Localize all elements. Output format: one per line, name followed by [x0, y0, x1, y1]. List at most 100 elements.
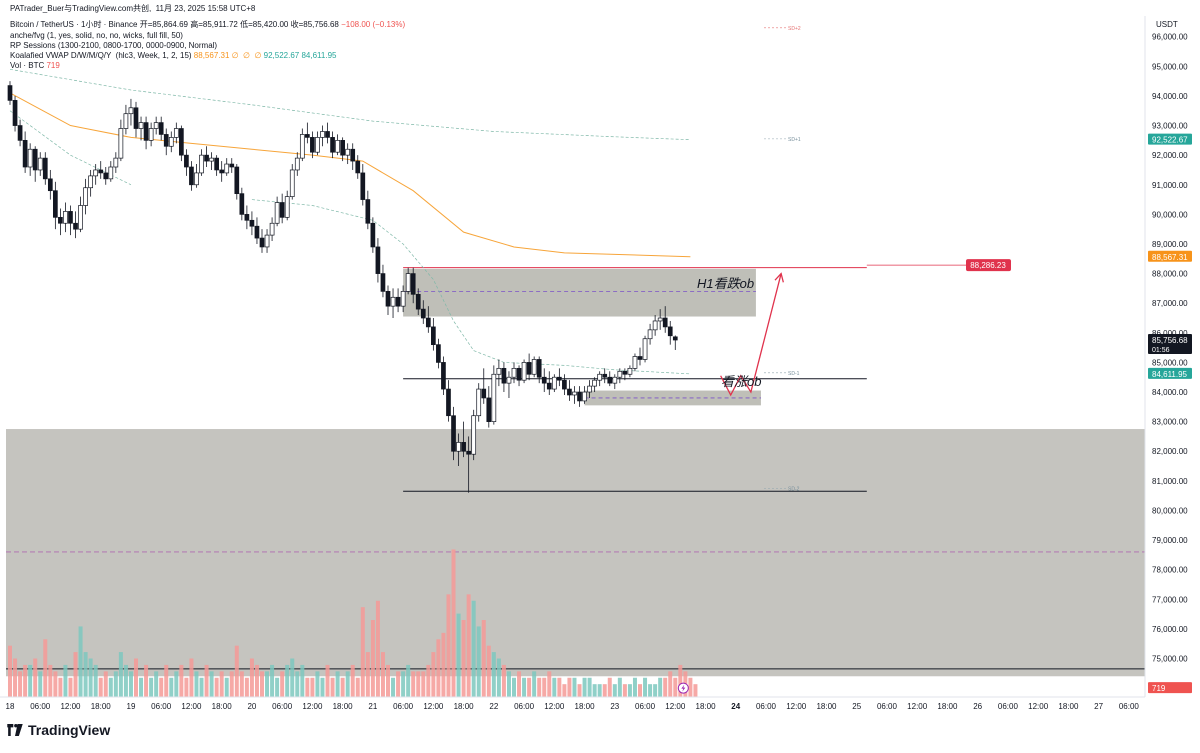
y-tick-label: 94,000.00 [1152, 92, 1188, 101]
candle-body [68, 211, 73, 224]
y-tick-label: 95,000.00 [1152, 62, 1188, 71]
y-tick-label: 89,000.00 [1152, 240, 1188, 249]
candle-body [93, 169, 99, 177]
volume-bar [179, 664, 184, 697]
x-tick-label: 24 [731, 702, 740, 711]
price-tag-box-0 [1148, 133, 1192, 145]
forecast-arrow-head [774, 272, 784, 283]
volume-bar [416, 671, 421, 697]
volume-bar [688, 677, 693, 697]
symbol-legend[interactable]: Bitcoin / TetherUS · 1小时 · Binance 开=85,… [10, 20, 405, 30]
x-tick-label: 18:00 [212, 702, 233, 711]
volume-bar [638, 684, 642, 697]
x-tick-label: 06:00 [877, 702, 898, 711]
volume-bar [582, 677, 587, 697]
volume-bar [496, 658, 501, 697]
volume-bar [13, 658, 18, 697]
candle-body [108, 166, 114, 180]
candle-body [431, 326, 436, 346]
indicator-fvg[interactable]: anche/fvg (1, yes, solid, no, no, wicks,… [10, 31, 183, 41]
candle-body [491, 373, 497, 422]
candle-body [148, 128, 154, 141]
candle-body [264, 234, 270, 248]
candle-body [27, 148, 33, 168]
candle-body [627, 367, 633, 375]
volume-bar [491, 652, 496, 697]
y-tick-label: 93,000.00 [1152, 122, 1188, 131]
x-tick-label: 06:00 [1119, 702, 1140, 711]
x-tick-label: 12:00 [1028, 702, 1049, 711]
volume-bar [78, 626, 83, 697]
volume-bar [355, 677, 360, 697]
volume-bar [547, 671, 552, 697]
vwap-label-3: SD-2 [788, 486, 800, 492]
indicator-sessions[interactable]: RP Sessions (1300-2100, 0800-1700, 0000-… [10, 41, 217, 51]
candle-body [224, 163, 230, 174]
volume-bar [663, 677, 668, 697]
y-tick-label: 77,000.00 [1152, 595, 1188, 604]
tradingview-logo[interactable]: TradingView [6, 722, 110, 738]
x-tick-label: 06:00 [635, 702, 656, 711]
volume-bar [224, 677, 229, 697]
candle-body [607, 376, 613, 384]
candle-body [410, 273, 416, 295]
currency-label: USDT [1156, 20, 1178, 29]
x-tick-label: 06:00 [756, 702, 777, 711]
volume-bar [653, 684, 658, 697]
volume-bar [542, 677, 547, 697]
candle-body [577, 391, 582, 402]
tradingview-logo-text: TradingView [28, 722, 111, 738]
candle-body [239, 193, 245, 215]
volume-bar [577, 684, 582, 697]
candle-body [204, 154, 209, 162]
x-tick-label: 06:00 [30, 702, 51, 711]
vwap-value: 88,567.31 [193, 51, 230, 60]
volume-bar [189, 658, 194, 697]
volume-bar [204, 664, 209, 697]
volume-bar [144, 664, 149, 697]
candle-body [425, 317, 431, 328]
vwap-empty-values: ∅ ∅ ∅ [231, 51, 262, 60]
volume-bar [270, 664, 275, 697]
volume-bar [552, 677, 557, 697]
volume-bar [83, 652, 88, 697]
indicator-vwap[interactable]: Koalafied VWAP D/W/M/Q/Y (hlc3, Week, 1,… [10, 51, 336, 61]
candle-body [98, 169, 104, 174]
x-tick-label: 12:00 [60, 702, 81, 711]
volume-bar [436, 639, 441, 697]
candle-body [88, 175, 93, 189]
ohlc-close: 收=85,756.68 [290, 20, 339, 29]
volume-bar [335, 671, 340, 697]
x-tick-label: 19 [127, 702, 136, 711]
x-tick-label: 06:00 [151, 702, 172, 711]
candle-body [163, 134, 169, 147]
candle-body [214, 157, 219, 171]
x-tick-label: 12:00 [423, 702, 444, 711]
candle-body [446, 388, 451, 417]
candle-body [436, 344, 441, 363]
candle-body [451, 415, 456, 452]
candle-body [385, 291, 391, 307]
candle-body [471, 415, 477, 455]
volume-bar [451, 549, 456, 697]
x-tick-label: 18:00 [937, 702, 958, 711]
volume-bar [612, 684, 617, 697]
ohlc-open: 开=85,864.69 [139, 20, 188, 29]
indicator-volume[interactable]: Vol · BTC 719 [10, 61, 60, 71]
volume-bar [365, 652, 370, 697]
vwap-sd-minus-value: 84,611.95 [301, 51, 337, 60]
volume-bar [512, 677, 516, 697]
candle-body [572, 391, 577, 396]
candle-body [47, 178, 53, 192]
x-tick-label: 12:00 [181, 702, 202, 711]
candle-body [53, 190, 58, 218]
candle-body [567, 388, 572, 396]
y-tick-label: 75,000.00 [1152, 655, 1188, 664]
price-tag-countdown: 01:56 [1152, 347, 1170, 354]
y-tick-label: 79,000.00 [1152, 536, 1188, 545]
candle-body [395, 296, 401, 307]
volume-bar [134, 658, 138, 697]
candle-body [269, 222, 275, 236]
candle-body [441, 362, 446, 390]
